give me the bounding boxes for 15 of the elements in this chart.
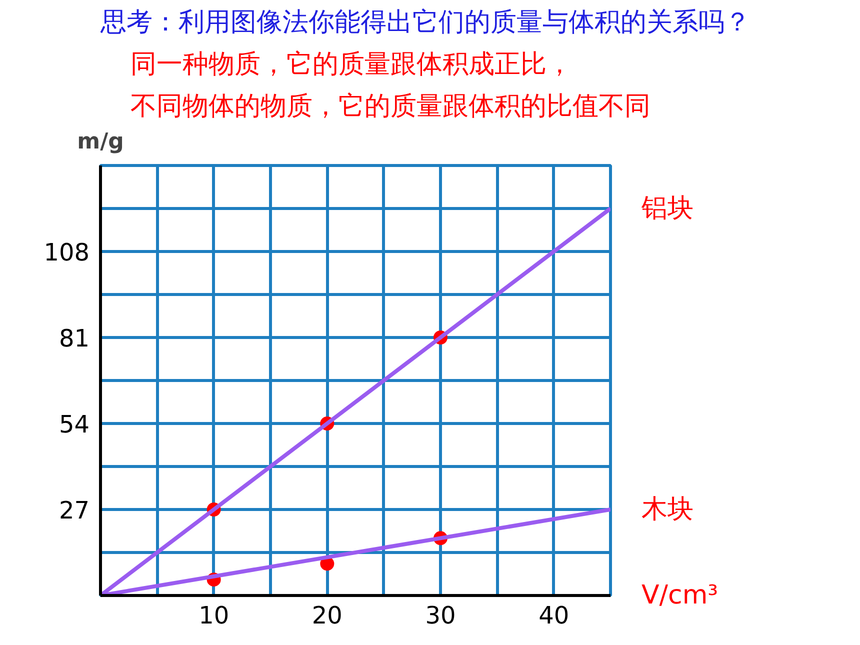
x-tick-label: 20	[312, 602, 342, 630]
chart-title: 思考：利用图像法你能得出它们的质量与体积的关系吗？	[100, 8, 750, 38]
x-tick-label: 40	[538, 602, 570, 630]
text: 同一种物质，它的质量跟体积成正比，	[130, 50, 572, 80]
series-label: 木块	[642, 494, 694, 524]
x-tick-label: 30	[425, 602, 456, 630]
y-tick-label: 27	[58, 496, 90, 524]
y-tick-label: 54	[58, 410, 90, 438]
text: 不同物体的物质，它的质量跟体积的比值不同	[130, 92, 650, 122]
x-axis-title: V/cm³	[642, 580, 718, 610]
y-tick-label: 108	[44, 238, 90, 266]
y-axis-title: m/g	[77, 130, 124, 154]
series-label: 铝块	[640, 194, 694, 224]
y-tick-label: 81	[58, 324, 90, 352]
x-tick-label: 10	[198, 602, 230, 630]
